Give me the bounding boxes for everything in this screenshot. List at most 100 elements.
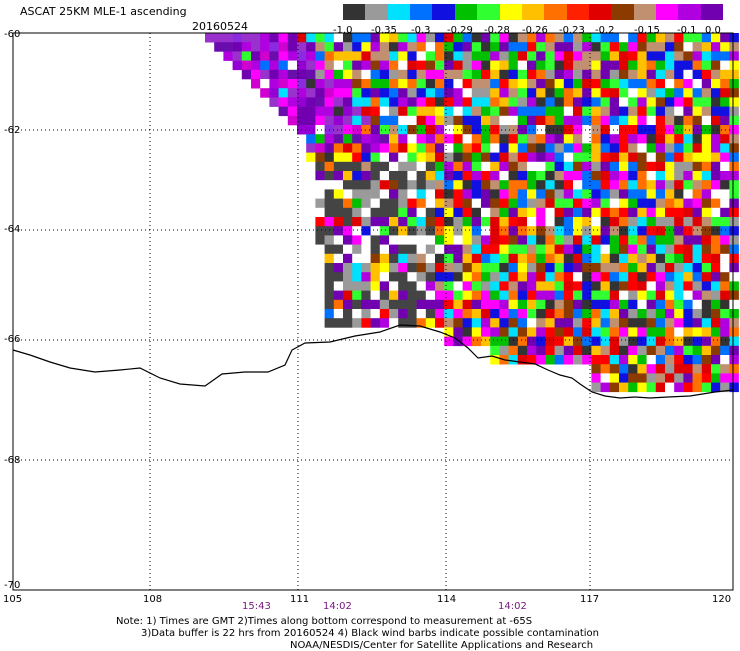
data-cell [628, 364, 638, 374]
data-cell [545, 355, 555, 365]
data-cell [435, 226, 445, 236]
data-cell [701, 382, 712, 393]
data-cell [692, 318, 703, 328]
data-cell [545, 272, 555, 282]
data-cell [591, 281, 601, 291]
data-cell [370, 217, 381, 227]
data-cell [563, 272, 574, 282]
data-cell [591, 33, 601, 43]
data-cell [554, 345, 565, 356]
data-cell [600, 42, 611, 52]
data-cell [628, 171, 638, 181]
data-cell [453, 171, 463, 181]
data-cell [563, 97, 574, 107]
data-cell [729, 272, 739, 282]
data-cell [425, 263, 436, 273]
data-cell [343, 60, 353, 71]
data-cell [379, 42, 390, 52]
data-cell [729, 309, 739, 319]
data-cell [398, 106, 408, 117]
data-cell [536, 69, 546, 80]
data-cell [425, 60, 436, 71]
data-cell [692, 33, 703, 43]
data-cell [453, 143, 463, 153]
data-cell [508, 171, 519, 181]
data-cell [628, 253, 638, 264]
data-cell [499, 69, 509, 80]
data-cell [582, 290, 592, 301]
data-cell [297, 33, 307, 43]
data-cell [637, 134, 647, 144]
data-cell [361, 79, 371, 89]
data-cell [379, 79, 390, 89]
data-cell [361, 217, 371, 227]
data-cell [573, 290, 583, 301]
data-cell [600, 327, 611, 337]
data-cell [665, 235, 675, 245]
data-cell [333, 171, 344, 181]
data-cell [352, 281, 362, 291]
data-cell [674, 125, 684, 135]
data-cell [545, 33, 555, 43]
note-line-3: NOAA/NESDIS/Center for Satellite Applica… [290, 640, 594, 651]
data-cell [536, 88, 546, 98]
colorbar-swatch [588, 4, 612, 20]
data-cell [324, 42, 335, 52]
data-cell [609, 198, 620, 209]
data-cell [407, 60, 417, 71]
colorbar-swatch [454, 4, 478, 20]
data-cell [462, 79, 473, 89]
data-cell [536, 97, 546, 107]
data-cell [324, 115, 335, 126]
data-cell [720, 382, 730, 393]
data-cell [481, 253, 491, 264]
data-cell [609, 235, 620, 245]
data-cell [692, 336, 703, 347]
data-cell [609, 299, 620, 310]
data-cell [646, 33, 657, 43]
data-cell [701, 115, 712, 126]
data-cell [683, 309, 693, 319]
data-cell [499, 161, 509, 172]
data-cell [416, 161, 427, 172]
data-cell [554, 60, 565, 71]
data-cell [389, 290, 399, 301]
data-cell [554, 244, 565, 255]
data-cell [582, 33, 592, 43]
data-cell [444, 143, 454, 153]
data-cell [545, 217, 555, 227]
data-cell [600, 161, 611, 172]
data-cell [729, 345, 739, 356]
data-cell [609, 115, 620, 126]
data-cell [683, 290, 693, 301]
data-cell [490, 318, 500, 328]
data-cell [444, 51, 454, 61]
data-cell [646, 373, 657, 383]
data-cell [665, 244, 675, 255]
data-cell [674, 226, 684, 236]
data-cell [232, 60, 243, 71]
data-cell [490, 106, 500, 117]
data-cell [563, 180, 574, 190]
data-cell [655, 253, 666, 264]
data-cell [665, 143, 675, 153]
data-cell [315, 106, 325, 117]
data-cell [655, 115, 666, 126]
data-cell [720, 336, 730, 347]
data-cell [683, 355, 693, 365]
data-cell [508, 42, 519, 52]
data-cell [444, 161, 454, 172]
data-cell [499, 345, 509, 356]
data-cell [628, 263, 638, 273]
colorbar-label: -0.28 [484, 25, 510, 36]
data-cell [333, 115, 344, 126]
data-cell [499, 327, 509, 337]
data-cell [683, 382, 693, 393]
data-cell [435, 244, 445, 255]
data-cell [711, 235, 721, 245]
data-cell [720, 290, 730, 301]
data-cell [582, 51, 592, 61]
data-cell [407, 198, 417, 209]
data-cell [370, 125, 381, 135]
data-cell [665, 299, 675, 310]
